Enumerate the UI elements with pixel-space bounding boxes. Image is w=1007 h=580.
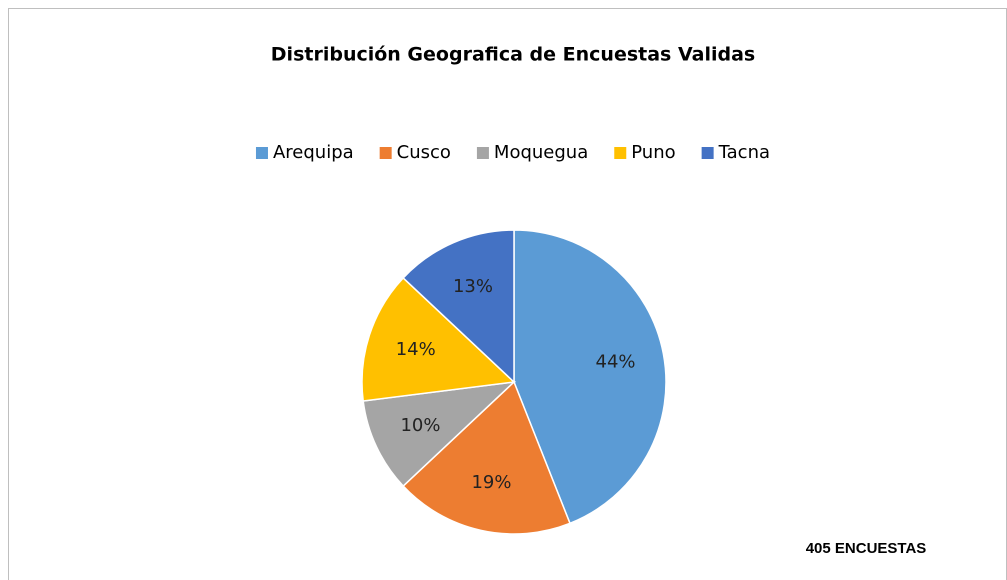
- pie-slice: [513, 229, 667, 525]
- pie-slice: [361, 276, 516, 402]
- legend-label: Tacna: [718, 142, 770, 163]
- chart-title: Distribución Geografica de Encuestas Val…: [271, 44, 755, 66]
- legend-label: Arequipa: [273, 142, 354, 163]
- data-label: 19%: [471, 472, 511, 493]
- data-label: 10%: [400, 415, 440, 436]
- legend-swatch: [476, 147, 489, 159]
- legend: Arequipa Cusco Moquegua Puno Tacna: [255, 142, 770, 163]
- legend-swatch: [614, 147, 627, 159]
- data-label: 14%: [396, 339, 436, 360]
- pie-slice: [362, 380, 517, 488]
- pie-slice: [402, 229, 515, 384]
- legend-swatch: [701, 147, 714, 159]
- legend-label: Puno: [631, 142, 675, 163]
- data-label: 13%: [453, 276, 493, 297]
- legend-label: Moquegua: [494, 142, 588, 163]
- data-label: 44%: [596, 352, 636, 373]
- legend-label: Cusco: [397, 142, 451, 163]
- legend-swatch: [255, 147, 268, 159]
- legend-swatch: [379, 147, 392, 159]
- pie-slice: [402, 380, 571, 535]
- annotation: 405 ENCUESTAS: [806, 540, 927, 557]
